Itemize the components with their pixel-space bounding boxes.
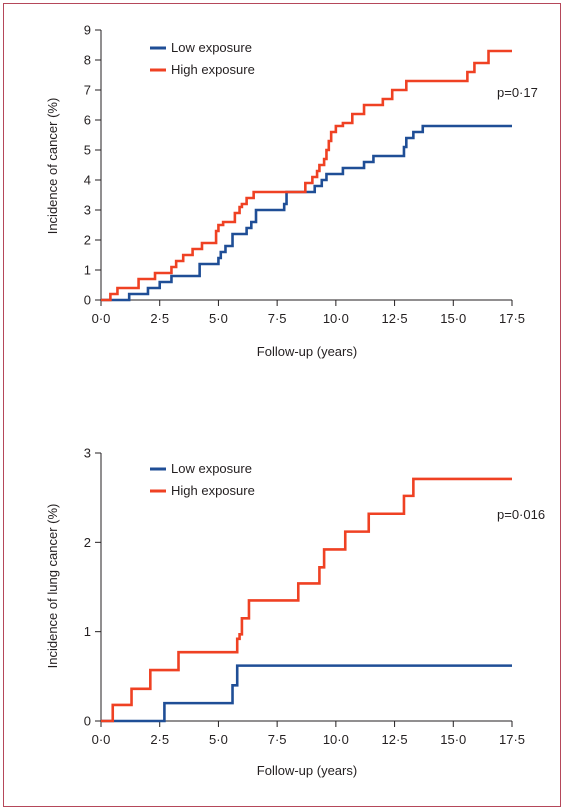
chart-0-pvalue: p=0·17 (497, 85, 538, 100)
chart-0-ytick-label-1: 1 (84, 263, 91, 278)
chart-0-legend-label-high: High exposure (171, 62, 255, 77)
chart-1-xtick-label-1: 2·5 (150, 732, 169, 747)
chart-1-ytick-label-3: 3 (84, 446, 91, 461)
chart-0-ytick-label-3: 3 (84, 203, 91, 218)
chart-1-legend-label-high: High exposure (171, 483, 255, 498)
chart-1-xtick-label-5: 12·5 (382, 732, 408, 747)
chart-0-xtick-label-4: 10·0 (323, 311, 349, 326)
chart-1-xtick-label-2: 5·0 (209, 732, 228, 747)
chart-0-marks: 0 1 2 3 4 5 6 7 8 9 0·0 2·5 5·0 7·5 10·0 12·5 15·0 17·5 (84, 23, 525, 327)
chart-0-ytick-label-5: 5 (84, 143, 91, 158)
chart-1-series-high-exposure (101, 477, 512, 723)
figure-frame (3, 3, 561, 807)
chart-0-ytick-label-2: 2 (84, 233, 91, 248)
chart-1-ylabel: Incidence of lung cancer (%) (45, 504, 60, 669)
chart-1-xtick-label-7: 17·5 (499, 732, 525, 747)
chart-1-ytick-label-2: 2 (84, 535, 91, 550)
chart-1-pvalue: p=0·016 (497, 507, 545, 522)
chart-0-ytick-label-8: 8 (84, 53, 91, 68)
chart-0-ytick-label-7: 7 (84, 83, 91, 98)
chart-0-xtick-label-7: 17·5 (499, 311, 525, 326)
chart-0-xtick-label-5: 12·5 (382, 311, 408, 326)
chart-0-series-high-exposure (101, 49, 512, 302)
chart-1-ytick-label-0: 0 (84, 714, 91, 729)
chart-1-series-low-exposure (101, 664, 512, 723)
chart-1-xtick-label-0: 0·0 (92, 732, 111, 747)
chart-0-xtick-label-1: 2·5 (150, 311, 169, 326)
chart-0-series-low-exposure (101, 124, 512, 302)
chart-1-legend-label-low: Low exposure (171, 461, 252, 476)
chart-0-ytick-label-4: 4 (84, 173, 91, 188)
chart-0-xlabel: Follow-up (years) (257, 344, 357, 359)
chart-1-legend: Low exposure High exposure (150, 461, 255, 498)
chart-0-legend: Low exposure High exposure (150, 40, 255, 77)
chart-0-xtick-label-2: 5·0 (209, 311, 228, 326)
cancer-incidence-chart: 0 1 2 3 4 5 6 7 8 9 0·0 2·5 5·0 7·5 10·0 12·5 15·0 17·5 F… (45, 23, 538, 360)
chart-0-ytick-label-9: 9 (84, 23, 91, 38)
chart-0-ytick-label-0: 0 (84, 293, 91, 308)
chart-1-xtick-label-3: 7·5 (268, 732, 287, 747)
chart-1-xlabel: Follow-up (years) (257, 763, 357, 778)
chart-0-ylabel: Incidence of cancer (%) (45, 98, 60, 235)
chart-0-xtick-label-3: 7·5 (268, 311, 287, 326)
chart-0-legend-label-low: Low exposure (171, 40, 252, 55)
chart-0-ytick-label-6: 6 (84, 113, 91, 128)
chart-0-xtick-label-0: 0·0 (92, 311, 111, 326)
chart-1-ytick-label-1: 1 (84, 624, 91, 639)
chart-0-xtick-label-6: 15·0 (440, 311, 466, 326)
chart-1-xtick-label-4: 10·0 (323, 732, 349, 747)
lung-cancer-incidence-chart: 0 1 2 3 0·0 2·5 5·0 7·5 10·0 12·5 15·0 17·5 Follow-… (45, 446, 545, 779)
chart-1-marks: 0 1 2 3 0·0 2·5 5·0 7·5 10·0 12·5 15·0 17·5 (84, 446, 525, 748)
chart-1-xtick-label-6: 15·0 (440, 732, 466, 747)
